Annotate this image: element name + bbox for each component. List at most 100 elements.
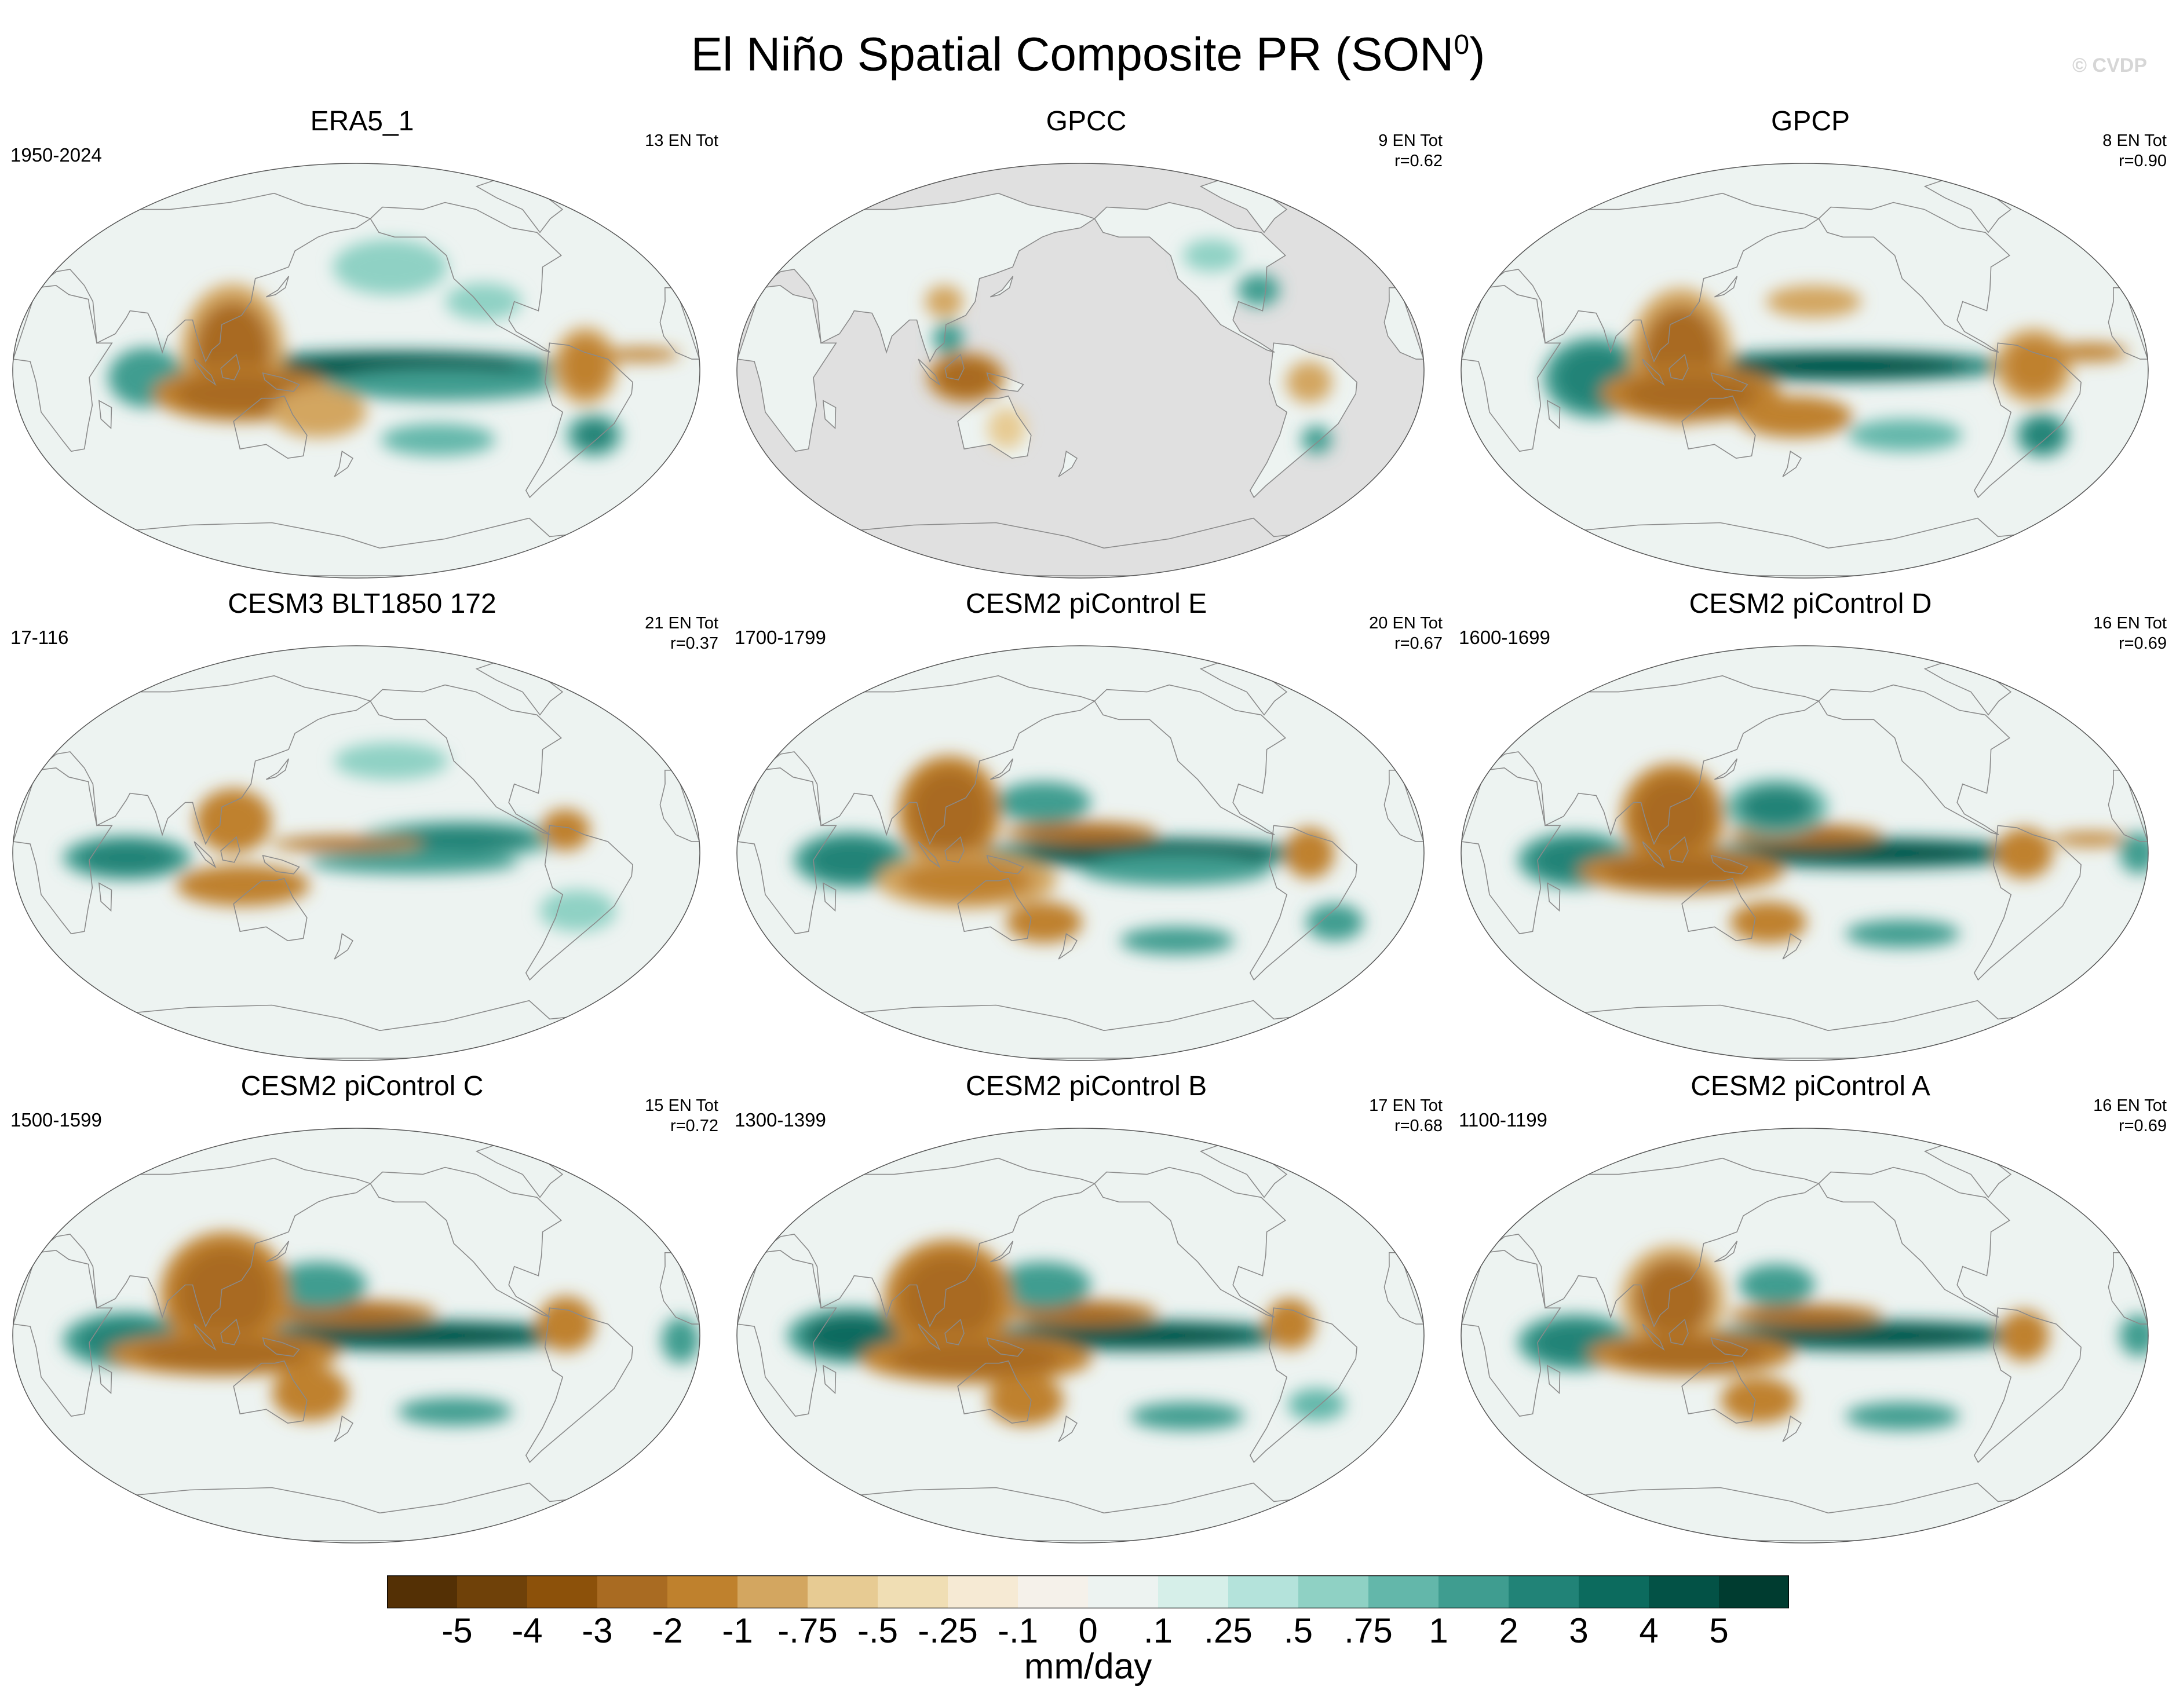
coastline-madagascar [1546, 1365, 1561, 1395]
map-panel-1: ERA5_1 1950-2024 13 EN Tot [0, 104, 724, 579]
coastline-japan [990, 276, 1014, 298]
colorbar-tick-label: -.75 [777, 1611, 838, 1650]
anomaly-blob-2 [925, 285, 963, 318]
panel-title: GPCC [1046, 106, 1127, 137]
coastline-north-america [1094, 202, 1287, 353]
colorbar-swatch [1088, 1575, 1159, 1608]
coastline-japan [265, 1241, 290, 1263]
anomaly-blob-2 [1739, 1264, 1815, 1306]
colorbar-swatch [667, 1575, 738, 1608]
panel-stats: 17 EN Tot r=0.68 [1369, 1096, 1443, 1136]
anomaly-blob-6 [1721, 1377, 1797, 1424]
colorbar-swatch [1368, 1575, 1439, 1608]
anomaly-blob-2 [1023, 824, 1138, 841]
map-panel-8: CESM2 piControl B 1300-1399 17 EN Tot r=0… [724, 1069, 1448, 1544]
anomaly-blob-3 [79, 842, 176, 874]
coastline-africa-east [13, 284, 113, 452]
panel-years: 1500-1599 [10, 1109, 102, 1131]
en-count: 20 EN Tot [1369, 614, 1443, 632]
panel-stats: 20 EN Tot r=0.67 [1369, 613, 1443, 654]
anomaly-blob-9 [381, 423, 495, 456]
map-field [737, 1128, 1424, 1543]
anomaly-blob-7 [539, 890, 616, 932]
anomaly-blob-6 [900, 860, 1034, 902]
coastline-eurasia [1486, 1157, 1820, 1328]
colorbar-units-label: mm/day [1024, 1647, 1152, 1687]
anomaly-blob-7 [1848, 419, 1963, 452]
coastline-north-america [1818, 1166, 2011, 1318]
anomaly-blob-7 [1006, 901, 1083, 943]
coastline-africa-west [1383, 1252, 1424, 1325]
coastline-south-america [525, 825, 633, 981]
anomaly-blob-4 [177, 1248, 273, 1340]
anomaly-blob-8 [1130, 1402, 1245, 1431]
coastline-japan [1714, 758, 1738, 780]
coastline-africa-west [1383, 770, 1424, 842]
colorbar-tick-label: 4 [1639, 1611, 1659, 1650]
coastline-madagascar [98, 882, 112, 912]
coastline-africa-west [2108, 287, 2148, 360]
anomaly-blob-5 [2005, 338, 2062, 394]
anomaly-features [63, 1232, 700, 1426]
anomaly-features [1543, 285, 2128, 457]
anomaly-blob-7 [1265, 1299, 1315, 1349]
land-new-zealand [1058, 451, 1077, 477]
global-precip-map [736, 163, 1425, 579]
coastline-south-america [1249, 825, 1357, 981]
map-panel-2: GPCC 9 EN Tot r=0.62 [724, 104, 1448, 579]
coastline-north-america [1094, 684, 1287, 835]
coastline-sumatra [918, 359, 941, 386]
global-precip-map [1461, 1128, 2149, 1544]
coastline-australia [233, 1360, 308, 1424]
panel-stats: 16 EN Tot r=0.69 [2093, 613, 2167, 654]
colorbar [387, 1575, 1789, 1608]
colorbar-swatch [1018, 1575, 1089, 1608]
coastline-new-guinea [1710, 372, 1748, 392]
anomaly-blob-7 [1999, 1310, 2049, 1361]
colorbar-tick-label: -2 [652, 1611, 683, 1650]
anomaly-features [787, 1239, 1345, 1431]
colorbar-tick-label: -4 [512, 1611, 543, 1650]
colorbar-swatch [948, 1575, 1018, 1608]
colorbar-swatch [878, 1575, 948, 1608]
anomaly-blob-8 [573, 419, 615, 452]
coastline-new-zealand [1058, 450, 1078, 477]
anomaly-blob-5 [911, 770, 988, 853]
coastline-borneo [1668, 836, 1689, 863]
anomaly-blob-7 [537, 1296, 595, 1352]
anomaly-blob-3 [987, 407, 1026, 449]
panel-title: CESM2 piControl D [1689, 588, 1932, 619]
map-panel-6: CESM2 piControl D 1600-1699 16 EN Tot r=0… [1448, 587, 2173, 1062]
coastline-sumatra [918, 841, 941, 869]
colorbar-swatch [1509, 1575, 1579, 1608]
colorbar-swatch [387, 1575, 458, 1608]
pattern-correlation: r=0.69 [2118, 1117, 2167, 1135]
colorbar-swatch [1719, 1575, 1789, 1608]
anomaly-blob-4 [195, 788, 272, 853]
coastline-north-america [370, 684, 563, 835]
anomaly-features [1517, 763, 2148, 948]
anomaly-blob-6 [2023, 419, 2062, 452]
coastline-south-america [1973, 342, 2082, 499]
coastline-madagascar [1546, 882, 1561, 912]
panel-years: 17-116 [10, 627, 69, 648]
coastlines [737, 661, 1424, 1059]
en-count: 16 EN Tot [2093, 614, 2167, 632]
colorbar-tick-label: -3 [582, 1611, 613, 1650]
anomaly-blob-5 [176, 864, 310, 906]
anomaly-blob-8 [1766, 285, 1862, 318]
colorbar-swatch [1649, 1575, 1719, 1608]
map-field [737, 163, 1424, 578]
coastline-japan [990, 1241, 1014, 1263]
coastline-borneo [1668, 353, 1689, 381]
en-count: 15 EN Tot [645, 1096, 718, 1115]
map-border [12, 1128, 700, 1544]
coastline-sumatra [193, 1323, 217, 1351]
anomaly-blob-4 [1237, 274, 1280, 306]
coastline-madagascar [822, 400, 837, 430]
map-border [1461, 1128, 2149, 1544]
colorbar-swatch [457, 1575, 528, 1608]
coastline-japan [990, 758, 1014, 780]
coastline-new-guinea [986, 372, 1024, 392]
map-border [1461, 163, 2149, 579]
